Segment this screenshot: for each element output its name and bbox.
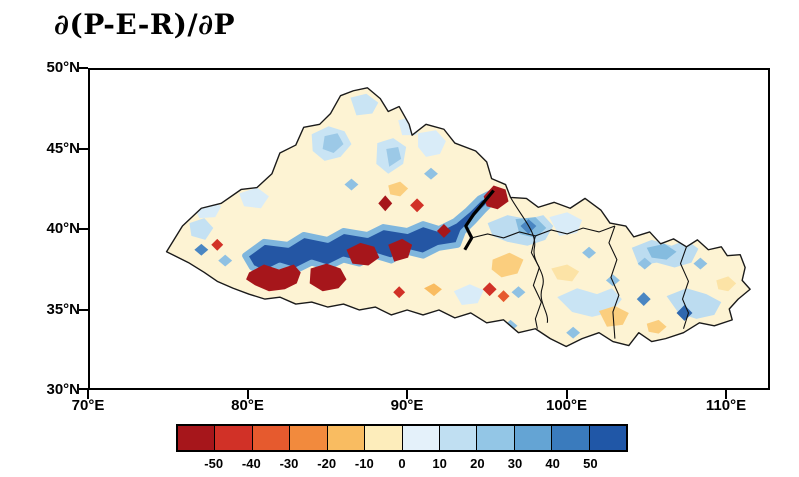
x-tick-mark: [246, 390, 249, 399]
colorbar-tick-label: 40: [545, 456, 560, 471]
colorbar-cell: [364, 426, 402, 450]
map-plot-area: [88, 68, 770, 390]
small-patch: [194, 243, 209, 256]
y-tick-label: 45°N: [46, 139, 80, 157]
colorbar-tick-label: -40: [241, 456, 261, 471]
strong-negative-patch: [309, 263, 347, 292]
small-patch: [693, 257, 708, 270]
colorbar-tick-label: 20: [470, 456, 485, 471]
small-patch: [511, 286, 526, 299]
contour-patch: [386, 147, 402, 167]
y-tick-mark: [79, 308, 88, 311]
colorbar-tick-label: -20: [317, 456, 337, 471]
x-tick-label: 100°E: [545, 397, 588, 414]
y-tick-label: 50°N: [46, 59, 80, 76]
x-tick-label: 80°E: [231, 397, 264, 414]
contour-patch: [636, 292, 651, 307]
strong-negative-patch: [378, 195, 393, 212]
x-tick-mark: [565, 390, 568, 399]
province-border: [530, 235, 542, 329]
strong-negative-patch: [410, 198, 425, 213]
colorbar-cell: [513, 426, 552, 450]
colorbar-tick-label: 0: [398, 456, 406, 471]
x-tick-label: 90°E: [390, 397, 424, 414]
contour-patch: [350, 93, 379, 116]
colorbar-tick-label: -10: [354, 456, 374, 471]
colorbar-cell: [438, 426, 477, 450]
y-tick-mark: [79, 147, 88, 150]
y-tick-label: 35°N: [46, 300, 80, 318]
x-tick-mark: [725, 390, 727, 399]
contour-patch: [418, 130, 446, 157]
colorbar-cell: [588, 426, 627, 450]
province-border: [471, 225, 616, 239]
contour-patch: [388, 181, 409, 197]
contour-patch: [716, 276, 737, 292]
colorbar-cell: [401, 426, 439, 450]
contour-patch: [189, 218, 214, 240]
province-border-thick: [463, 189, 495, 251]
y-tick-label: 30°N: [46, 381, 80, 398]
colorbar-cell: [551, 426, 589, 450]
colorbar-tick-label: -50: [204, 456, 224, 471]
contour-patch: [598, 306, 629, 327]
small-patch: [424, 167, 438, 180]
colorbar-ticklabels: -50 -40 -30 -20 -10 0 10 20 30 40 50: [176, 456, 628, 472]
colorbar-cell: [178, 426, 215, 450]
y-tick-mark: [79, 67, 88, 69]
contour-patch: [551, 264, 580, 282]
colorbar-cell: [214, 426, 252, 450]
colorbar-cell: [476, 426, 514, 450]
small-patch: [605, 274, 620, 287]
contour-patch: [424, 283, 442, 297]
contour-patch: [491, 252, 524, 278]
strong-negative-patch: [246, 264, 301, 292]
map-canvas: [165, 87, 751, 348]
province-border: [608, 225, 620, 339]
contour-patch: [239, 187, 269, 209]
region-outline: [165, 87, 751, 348]
x-tick-label: 70°E: [71, 397, 105, 414]
colorbar: [176, 424, 628, 452]
strong-negative-patch: [211, 238, 224, 251]
figure-title: ∂(P-E-R)/∂P: [54, 8, 236, 41]
strong-negative-patch: [388, 238, 413, 262]
strong-positive-band: [242, 189, 499, 277]
y-tick-label: 40°N: [46, 220, 80, 237]
x-tick-mark: [406, 390, 408, 399]
colorbar-tick-label: 30: [507, 456, 523, 471]
colorbar-tick-label: -30: [279, 456, 299, 471]
contour-patch: [453, 284, 484, 306]
colorbar-tick-label: 50: [583, 456, 598, 471]
strong-negative-patch: [346, 242, 380, 266]
strong-negative-patch: [483, 185, 509, 210]
colorbar-cell: [326, 426, 365, 450]
colorbar-cell: [289, 426, 327, 450]
strong-negative-patch: [436, 224, 451, 238]
y-tick-mark: [79, 228, 88, 230]
x-tick-label: 110°E: [705, 397, 747, 414]
contour-patch: [322, 133, 344, 153]
small-patch: [637, 257, 652, 270]
contour-patch: [646, 319, 667, 334]
contour-patch: [676, 305, 693, 321]
colorbar-tick-label: 10: [432, 456, 447, 471]
small-patch: [566, 326, 581, 339]
contour-patch: [646, 243, 677, 260]
small-patch: [582, 246, 597, 259]
x-tick-mark: [87, 390, 89, 399]
contour-patch: [549, 212, 583, 236]
small-patch: [344, 178, 359, 191]
contour-patches: [189, 93, 737, 339]
y-tick-mark: [79, 388, 88, 390]
province-border: [679, 246, 690, 329]
colorbar-cell: [251, 426, 290, 450]
